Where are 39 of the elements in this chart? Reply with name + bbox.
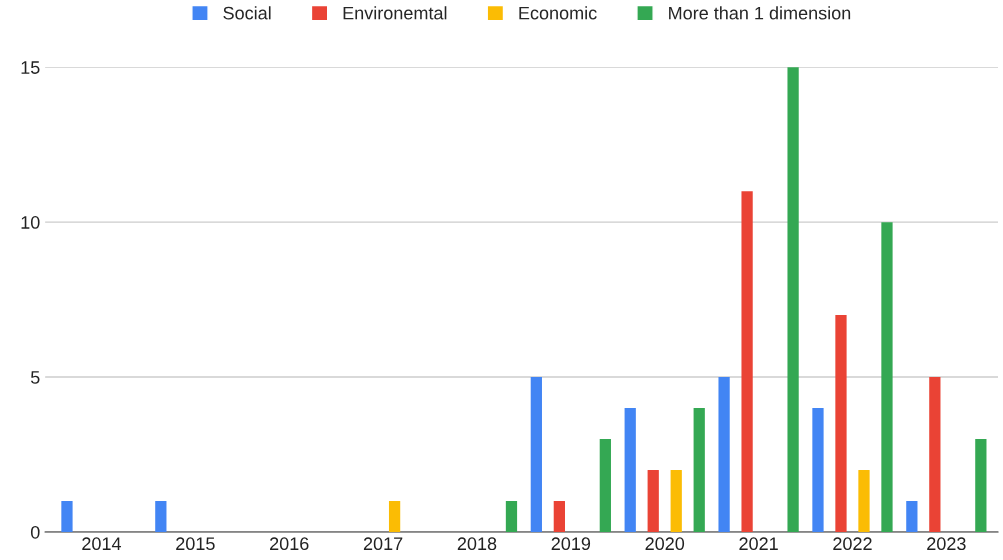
y-tick-label: 10 [21, 216, 40, 229]
bar [155, 501, 167, 532]
legend-label: More than 1 dimension [669, 6, 851, 20]
y-tick-label: 5 [30, 371, 40, 384]
x-tick-label: 2019 [551, 537, 591, 551]
bar [858, 470, 870, 532]
bar [670, 470, 682, 532]
bar [975, 439, 987, 532]
y-tick-label: 0 [30, 525, 40, 539]
x-tick-label: 2021 [739, 537, 778, 551]
x-tick-label: 2014 [82, 537, 122, 551]
bar [812, 408, 824, 532]
bar [787, 67, 799, 532]
x-tick-label: 2020 [645, 537, 685, 551]
bar [718, 377, 730, 532]
bar [388, 501, 401, 532]
bar [929, 377, 941, 532]
bar [624, 408, 636, 532]
bar [906, 501, 918, 532]
legend-label: Social [223, 6, 271, 20]
x-tick-label: 2022 [833, 537, 872, 551]
x-tick-label: 2018 [457, 537, 497, 551]
bar [835, 315, 847, 532]
bar [741, 191, 753, 532]
bar [599, 439, 611, 532]
bar [693, 408, 705, 532]
y-tick-label: 15 [21, 61, 40, 74]
bar [505, 501, 518, 532]
bar [553, 501, 565, 532]
bar [530, 377, 542, 532]
legend-label: Economic [519, 6, 597, 20]
x-tick-label: 2015 [176, 537, 215, 551]
legend-label: Environemtal [343, 6, 447, 20]
x-tick-label: 2023 [927, 537, 966, 551]
x-tick-label: 2017 [363, 537, 403, 551]
bar [647, 470, 659, 532]
bar [61, 501, 73, 532]
bar [881, 222, 893, 532]
x-tick-label: 2016 [270, 537, 309, 551]
